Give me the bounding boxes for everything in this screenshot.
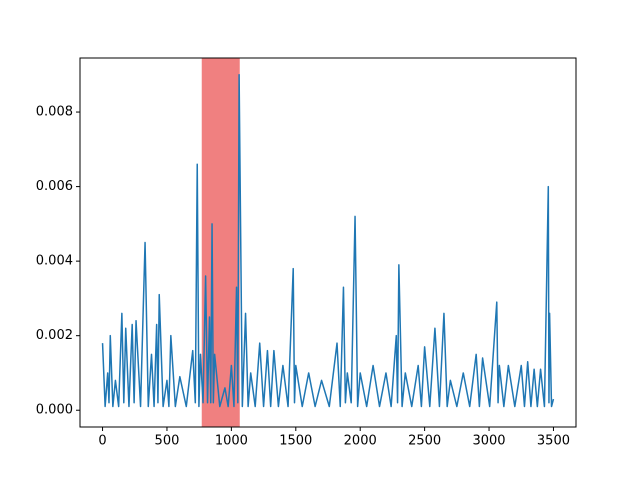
x-tick-label: 1500 [279, 434, 312, 449]
y-tick-label: 0.008 [36, 105, 73, 120]
x-tick-label: 3000 [472, 434, 505, 449]
data-line [101, 74, 555, 408]
x-tick-label: 3500 [537, 434, 570, 449]
x-tick-label: 1000 [215, 434, 248, 449]
y-tick-label: 0.002 [36, 328, 73, 343]
x-tick-label: 0 [98, 434, 106, 449]
y-tick-label: 0.004 [36, 254, 73, 269]
x-tick-label: 2500 [408, 434, 441, 449]
y-tick-label: 0.006 [36, 179, 73, 194]
y-tick-label: 0.000 [36, 403, 73, 418]
x-tick-label: 500 [155, 434, 180, 449]
plot-frame [79, 57, 577, 428]
x-tick-label: 2000 [344, 434, 377, 449]
